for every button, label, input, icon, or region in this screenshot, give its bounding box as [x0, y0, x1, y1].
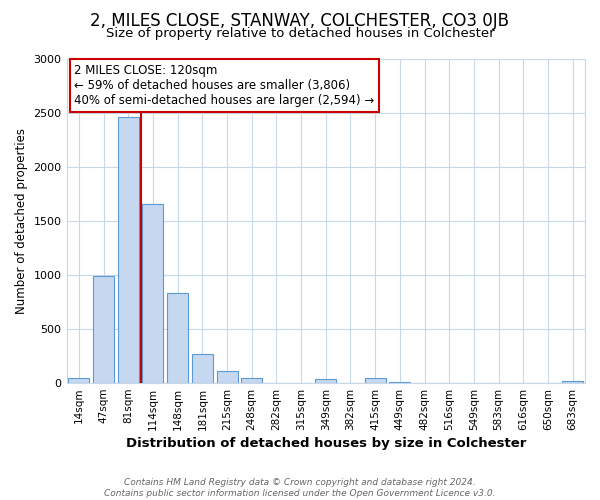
X-axis label: Distribution of detached houses by size in Colchester: Distribution of detached houses by size … — [125, 437, 526, 450]
Text: 2, MILES CLOSE, STANWAY, COLCHESTER, CO3 0JB: 2, MILES CLOSE, STANWAY, COLCHESTER, CO3… — [91, 12, 509, 30]
Bar — [241, 378, 262, 383]
Bar — [142, 204, 163, 383]
Bar — [315, 380, 336, 383]
Text: Size of property relative to detached houses in Colchester: Size of property relative to detached ho… — [106, 28, 494, 40]
Bar — [167, 294, 188, 383]
Bar — [118, 118, 139, 383]
Text: 2 MILES CLOSE: 120sqm
← 59% of detached houses are smaller (3,806)
40% of semi-d: 2 MILES CLOSE: 120sqm ← 59% of detached … — [74, 64, 374, 107]
Bar — [68, 378, 89, 383]
Y-axis label: Number of detached properties: Number of detached properties — [15, 128, 28, 314]
Text: Contains HM Land Registry data © Crown copyright and database right 2024.
Contai: Contains HM Land Registry data © Crown c… — [104, 478, 496, 498]
Bar — [562, 381, 583, 383]
Bar — [365, 378, 386, 383]
Bar — [389, 382, 410, 383]
Bar — [217, 370, 238, 383]
Bar — [192, 354, 213, 383]
Bar — [93, 276, 114, 383]
